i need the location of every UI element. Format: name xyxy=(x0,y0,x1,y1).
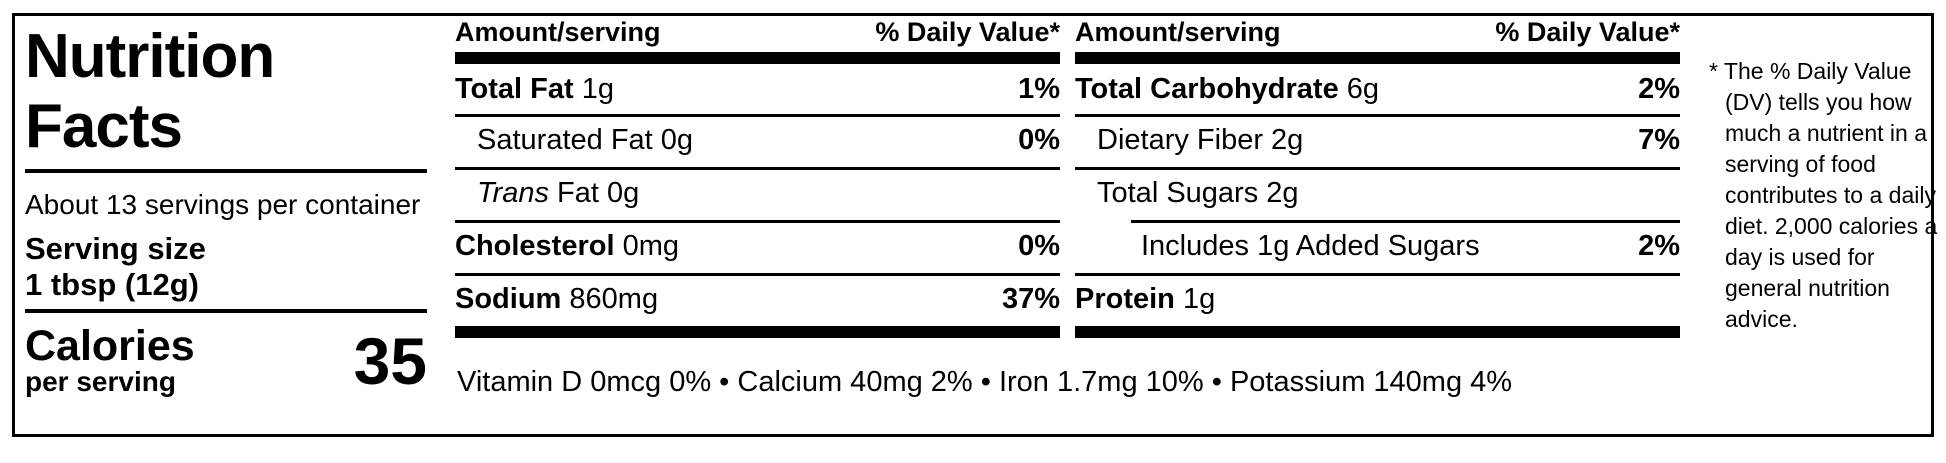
daily-value: 0% xyxy=(1018,230,1060,262)
nutrient-row-sodium: Sodium 860mg 37% xyxy=(455,273,1060,326)
nutrient-row-cholesterol: Cholesterol 0mg 0% xyxy=(455,220,1060,273)
nutrient-name: Trans Fat 0g xyxy=(477,177,640,209)
label-title: Nutrition Facts xyxy=(25,22,275,161)
calories-value: 35 xyxy=(353,323,427,398)
daily-value-header: % Daily Value* xyxy=(875,17,1060,47)
divider xyxy=(25,169,427,173)
nutrient-name: Saturated Fat 0g xyxy=(477,124,694,156)
nutrient-row-dietary-fiber: Dietary Fiber 2g 7% xyxy=(1075,114,1680,167)
amount-serving-header: Amount/serving xyxy=(1075,17,1281,47)
micronutrients-row: Vitamin D 0mcg 0% • Calcium 40mg 2% • Ir… xyxy=(457,366,1513,398)
daily-value: 2% xyxy=(1638,230,1680,262)
daily-value: 7% xyxy=(1638,124,1680,156)
calories-row: Calories per serving 35 xyxy=(25,322,427,398)
nutrient-row-total-fat: Total Fat 1g 1% xyxy=(455,64,1060,114)
nutrient-name: Sodium 860mg xyxy=(455,283,659,315)
calories-sublabel: per serving xyxy=(25,366,176,397)
calories-label: Calories xyxy=(25,322,195,370)
serving-size-label: Serving size xyxy=(25,231,206,266)
nutrition-column-2: Amount/serving % Daily Value* Total Carb… xyxy=(1075,17,1680,338)
nutrient-name: Includes 1g Added Sugars xyxy=(1141,230,1480,262)
daily-value-footnote: * The % Daily Value (DV) tells you how m… xyxy=(1709,58,1938,332)
daily-value: 2% xyxy=(1638,72,1680,105)
nutrient-name: Cholesterol 0mg xyxy=(455,230,680,262)
column-header: Amount/serving % Daily Value* xyxy=(1075,17,1680,64)
calories-label-block: Calories per serving xyxy=(25,322,195,397)
nutrient-row-saturated-fat: Saturated Fat 0g 0% xyxy=(455,114,1060,167)
nutrient-row-added-sugars: Includes 1g Added Sugars 2% xyxy=(1075,220,1680,273)
nutrient-name: Total Carbohydrate 6g xyxy=(1075,72,1380,105)
servings-per-container: About 13 servings per container xyxy=(25,189,421,220)
nutrient-row-total-sugars: Total Sugars 2g xyxy=(1075,167,1680,220)
amount-serving-header: Amount/serving xyxy=(455,17,661,47)
column-header: Amount/serving % Daily Value* xyxy=(455,17,1060,64)
daily-value: 0% xyxy=(1018,124,1060,156)
thick-divider xyxy=(1075,326,1680,338)
nutrient-name: Protein 1g xyxy=(1075,283,1216,315)
nutrient-row-protein: Protein 1g xyxy=(1075,273,1680,326)
daily-value: 1% xyxy=(1018,72,1060,105)
nutrient-row-total-carbohydrate: Total Carbohydrate 6g 2% xyxy=(1075,64,1680,114)
identity-panel: Nutrition Facts About 13 servings per co… xyxy=(25,22,427,396)
nutrition-column-1: Amount/serving % Daily Value* Total Fat … xyxy=(455,17,1060,338)
daily-value: 37% xyxy=(1001,283,1060,315)
daily-value-header: % Daily Value* xyxy=(1495,17,1680,47)
nutrition-facts-label: Nutrition Facts About 13 servings per co… xyxy=(12,13,1937,437)
nutrient-name: Total Sugars 2g xyxy=(1097,177,1299,209)
thick-divider xyxy=(455,326,1060,338)
nutrient-name: Total Fat 1g xyxy=(455,72,615,105)
serving-size-value: 1 tbsp (12g) xyxy=(25,267,199,302)
divider xyxy=(25,309,427,313)
nutrient-name: Dietary Fiber 2g xyxy=(1097,124,1304,156)
nutrient-row-trans-fat: Trans Fat 0g xyxy=(455,167,1060,220)
